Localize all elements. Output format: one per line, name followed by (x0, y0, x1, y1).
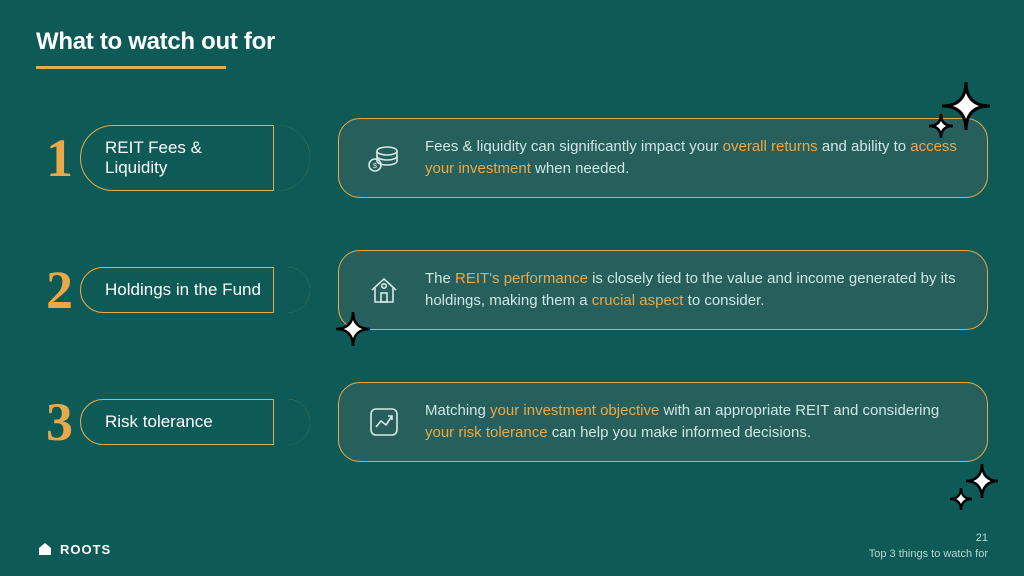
coins-icon: $ (367, 141, 401, 175)
chart-icon (367, 405, 401, 439)
svg-text:$: $ (373, 163, 377, 170)
item-label-text: Holdings in the Fund (105, 280, 261, 299)
sparkle-icon (924, 78, 994, 148)
item-desc-box: The REIT's performance is closely tied t… (338, 250, 988, 330)
sparkle-icon (332, 310, 374, 352)
item-row-2: 2 Holdings in the Fund The REIT's perfor… (46, 248, 988, 332)
footer-meta: 21 Top 3 things to watch for (869, 531, 988, 562)
item-label-text: Risk tolerance (105, 412, 213, 431)
item-row-1: 1 REIT Fees & Liquidity $ Fees & liquidi… (46, 116, 988, 200)
footer-subtitle: Top 3 things to watch for (869, 547, 988, 562)
item-label-pill: REIT Fees & Liquidity (80, 125, 310, 191)
title-underline (36, 66, 226, 69)
item-label-pill: Risk tolerance (80, 399, 310, 445)
item-desc-box: Matching your investment objective with … (338, 382, 988, 462)
item-desc-text: Fees & liquidity can significantly impac… (425, 136, 959, 181)
item-label-text: REIT Fees & Liquidity (105, 138, 202, 177)
brand-text: ROOTS (60, 542, 111, 557)
brand-logo: ROOTS (36, 540, 111, 558)
sparkle-icon (948, 462, 1000, 514)
page-number: 21 (869, 531, 988, 546)
roots-icon (36, 540, 54, 558)
item-desc-box: $ Fees & liquidity can significantly imp… (338, 118, 988, 198)
item-desc-text: The REIT's performance is closely tied t… (425, 268, 959, 313)
item-desc-text: Matching your investment objective with … (425, 400, 959, 445)
item-label-pill: Holdings in the Fund (80, 267, 310, 313)
house-icon (367, 273, 401, 307)
item-row-3: 3 Risk tolerance Matching your investmen… (46, 380, 988, 464)
slide-title: What to watch out for (36, 28, 275, 56)
